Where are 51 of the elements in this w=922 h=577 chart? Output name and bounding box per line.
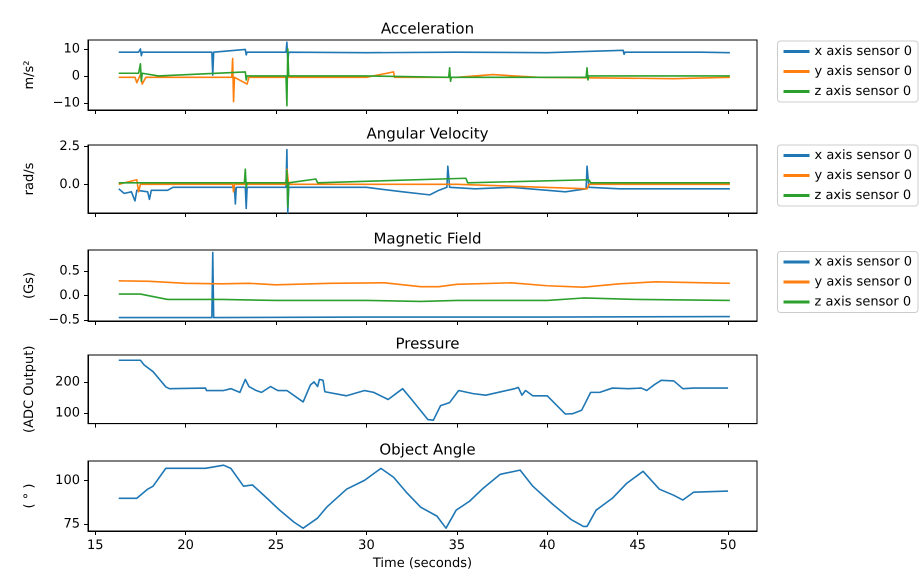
y-tick-label: 200 (55, 374, 80, 390)
y-tick-label: −10 (52, 95, 80, 110)
line-series (118, 58, 731, 102)
legend-label: y axis sensor 0 (814, 274, 912, 290)
x-tick-label: 35 (448, 538, 466, 553)
x-tick-label: 20 (177, 538, 194, 553)
y-tick-label: 100 (55, 472, 80, 488)
y-tick-label: 2.5 (59, 139, 80, 154)
legend-label: z axis sensor 0 (814, 84, 912, 99)
chart-title: Acceleration (380, 20, 474, 38)
x-tick-label: 30 (358, 538, 375, 553)
line-series (118, 48, 731, 106)
y-tick-label: 0 (72, 68, 80, 84)
legend-label: x axis sensor 0 (814, 148, 912, 163)
line-series (118, 148, 731, 214)
line-series (118, 359, 729, 421)
x-axis-title: Time (seconds) (372, 556, 472, 571)
y-tick-label: 100 (55, 405, 80, 420)
y-tick-label: 0.0 (59, 176, 80, 192)
x-tick-label: 45 (629, 538, 646, 553)
line-series (118, 41, 731, 76)
legend-label: z axis sensor 0 (814, 294, 912, 310)
x-tick-label: 25 (268, 538, 284, 553)
y-tick-label: 0.5 (59, 264, 80, 279)
y-axis-title: (ADC Output) (22, 346, 37, 434)
x-tick-label: 15 (86, 538, 104, 553)
x-tick-label: 50 (720, 538, 736, 553)
legend-label: x axis sensor 0 (814, 44, 912, 59)
y-tick-label: 10 (63, 41, 80, 56)
legend-label: z axis sensor 0 (814, 188, 912, 203)
y-axis-title: ( ° ) (22, 484, 37, 508)
line-series (118, 293, 731, 302)
chart-title: Angular Velocity (366, 124, 489, 142)
y-axis-title: (Gs) (22, 272, 37, 299)
chart-title: Pressure (395, 334, 460, 352)
line-series (118, 464, 729, 529)
y-axis-title: rad/s (22, 162, 37, 196)
y-tick-label: 0.0 (59, 288, 80, 304)
y-axis-title: m/s² (22, 60, 37, 90)
line-series (118, 280, 731, 288)
chart-title: Object Angle (379, 440, 476, 458)
line-series (118, 168, 731, 208)
x-tick-label: 40 (538, 538, 556, 553)
y-tick-label: 75 (63, 516, 80, 532)
line-series (118, 252, 731, 318)
legend-label: x axis sensor 0 (814, 254, 912, 270)
y-tick-label: −0.5 (48, 312, 80, 328)
line-series (118, 168, 731, 193)
legend-label: y axis sensor 0 (814, 168, 912, 183)
legend-label: y axis sensor 0 (814, 64, 912, 79)
chart-title: Magnetic Field (373, 230, 482, 248)
